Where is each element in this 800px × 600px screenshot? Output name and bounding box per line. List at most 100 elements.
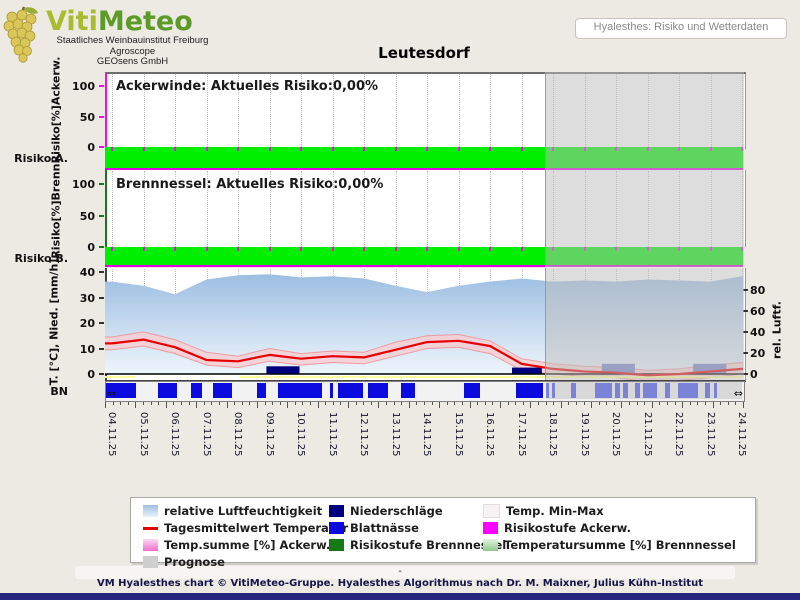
leaf-wetness-segment (714, 383, 717, 398)
legend-label: Temp. Min-Max (506, 504, 604, 518)
leaf-wetness-segment (191, 383, 202, 398)
risk-day-tick-ackerwinde (268, 147, 271, 151)
x-axis-minor-tick (515, 402, 517, 405)
day-gridline (238, 171, 239, 247)
x-date-label: 19.11.25 (578, 412, 590, 457)
footer-credit: VM Hyalesthes chart © VitiMeteo-Gruppe. … (97, 578, 703, 589)
leaf-wetness-segment (330, 383, 333, 398)
x-axis-minor-tick (606, 402, 608, 405)
risk-day-tick-ackerwinde (142, 147, 145, 151)
risk-day-tick-brennnessel (363, 247, 365, 251)
legend-label: Tagesmittelwert Temperatur (164, 521, 349, 535)
day-gridline (458, 74, 460, 147)
risk-day-tick-brennnessel (300, 247, 302, 251)
x-date-label: 22.11.25 (673, 412, 684, 457)
x-axis-minor-tick (173, 402, 175, 405)
gray-legend-swatch-icon (143, 556, 158, 568)
leaf-wetness-segment (213, 383, 232, 398)
leaf-wetness-segment (278, 383, 322, 398)
leaf-wetness-segment (257, 383, 266, 398)
leaf-wetness-segment (571, 383, 576, 398)
x-date-label: 14.11.25 (421, 412, 432, 457)
x-axis-minor-tick (644, 402, 646, 405)
day-gridline (112, 74, 113, 147)
x-axis-minor-tick (165, 402, 167, 408)
x-axis-minor-tick (393, 402, 395, 405)
x-axis-minor-tick (264, 402, 266, 405)
x-axis-minor-tick (127, 402, 129, 405)
x-date-label: 17.11.25 (515, 412, 527, 457)
x-date-label: 05.11.25 (137, 412, 149, 457)
weather-y-axis-label-left: T. [°C], Nied. [mm/h] (47, 258, 61, 386)
legend-label: Risikostufe Ackerw. (504, 521, 631, 535)
y-tick-label-brennnessel: 100 (72, 178, 95, 191)
x-axis-minor-tick (310, 402, 312, 405)
logo-wordmark-viti: Viti (46, 6, 98, 37)
x-axis-minor-tick (302, 402, 304, 405)
x-date-label: 08.11.25 (232, 412, 243, 457)
x-axis-minor-tick (196, 402, 198, 408)
x-axis-minor-tick (545, 402, 547, 405)
risk-day-tick-brennnessel (331, 247, 334, 251)
x-axis-minor-tick (446, 402, 448, 405)
y-tick-mark (99, 347, 104, 350)
risk-day-tick-brennnessel (237, 247, 239, 251)
risk-day-tick-ackerwinde (237, 147, 239, 151)
org-line-2: Agroscope (109, 45, 156, 57)
x-axis-minor-tick (112, 402, 114, 405)
risk-day-tick-brennnessel (268, 247, 271, 251)
day-gridline (490, 171, 491, 247)
x-axis-minor-tick (416, 402, 418, 405)
y-tick-label-weather-left: 10 (79, 342, 95, 356)
row-label-bn: BN (50, 385, 68, 398)
day-gridline (175, 74, 176, 147)
legend-item: Prognose (143, 554, 225, 570)
x-date-label: 13.11.25 (389, 412, 401, 457)
x-date-label: 21.11.25 (641, 412, 653, 457)
y-tick-label-weather-right: 20 (750, 347, 766, 360)
legend-item: Temp. Min-Max (483, 503, 604, 519)
x-axis-minor-tick (651, 402, 653, 408)
x-axis-minor-tick (135, 402, 137, 408)
x-axis-minor-tick (689, 402, 691, 405)
x-date-label: 20.11.25 (610, 412, 621, 457)
legend-item: Temp.summe [%] Ackerw. (143, 537, 330, 553)
x-axis-minor-tick (553, 402, 555, 405)
y-tick-label-weather-left: 0 (87, 368, 95, 381)
x-date-label: 15.11.25 (452, 412, 464, 457)
brennnessel-y-axis-label: Risiko[%]Brenn. (49, 159, 63, 259)
risk-day-tick-ackerwinde (111, 147, 113, 151)
navy-legend-swatch-icon (329, 505, 344, 517)
x-axis-minor-tick (363, 402, 365, 405)
x-axis-minor-tick (294, 402, 296, 405)
bottom-bar (0, 593, 800, 600)
ackerwinde-y-axis-label: Risiko[%]Ackerw. (49, 56, 63, 164)
leaf-wetness-scrollbar[interactable]: ⇔ ⇔ (105, 381, 745, 402)
leaf-wetness-segment (401, 383, 415, 398)
x-date-label: 06.11.25 (169, 412, 180, 457)
x-axis-minor-tick (256, 402, 258, 408)
day-gridline (427, 74, 428, 147)
x-axis-minor-tick (431, 402, 433, 405)
y-tick-mark (99, 322, 104, 324)
y-tick-mark (99, 146, 104, 148)
scroll-left-arrow[interactable]: ⇔ (107, 387, 117, 400)
x-axis-minor-tick (317, 402, 319, 408)
day-gridline (238, 74, 239, 147)
risk-day-tick-brennnessel (457, 247, 460, 251)
x-axis-minor-tick (408, 402, 410, 408)
risk-day-tick-ackerwinde (489, 147, 491, 151)
x-axis-minor-tick (211, 402, 213, 405)
scroll-right-arrow[interactable]: ⇔ (733, 387, 743, 400)
x-axis-minor-tick (667, 402, 669, 405)
x-axis-minor-tick (105, 402, 106, 408)
page-link-button[interactable]: Hyalesthes: Risiko und Wetterdaten (575, 18, 787, 39)
x-axis-minor-tick (522, 402, 524, 405)
leaf-wetness-segment (705, 383, 710, 398)
y-tick-mark (99, 214, 104, 217)
legend-label: Risikostufe Brennnessel (350, 538, 507, 552)
leaf-wetness-segment (552, 383, 555, 398)
risk-day-tick-ackerwinde (300, 147, 302, 151)
legend: relative Luftfeuchtigkeit Tagesmittelwert… (130, 497, 756, 569)
leaf-wetness-segment (338, 383, 363, 398)
